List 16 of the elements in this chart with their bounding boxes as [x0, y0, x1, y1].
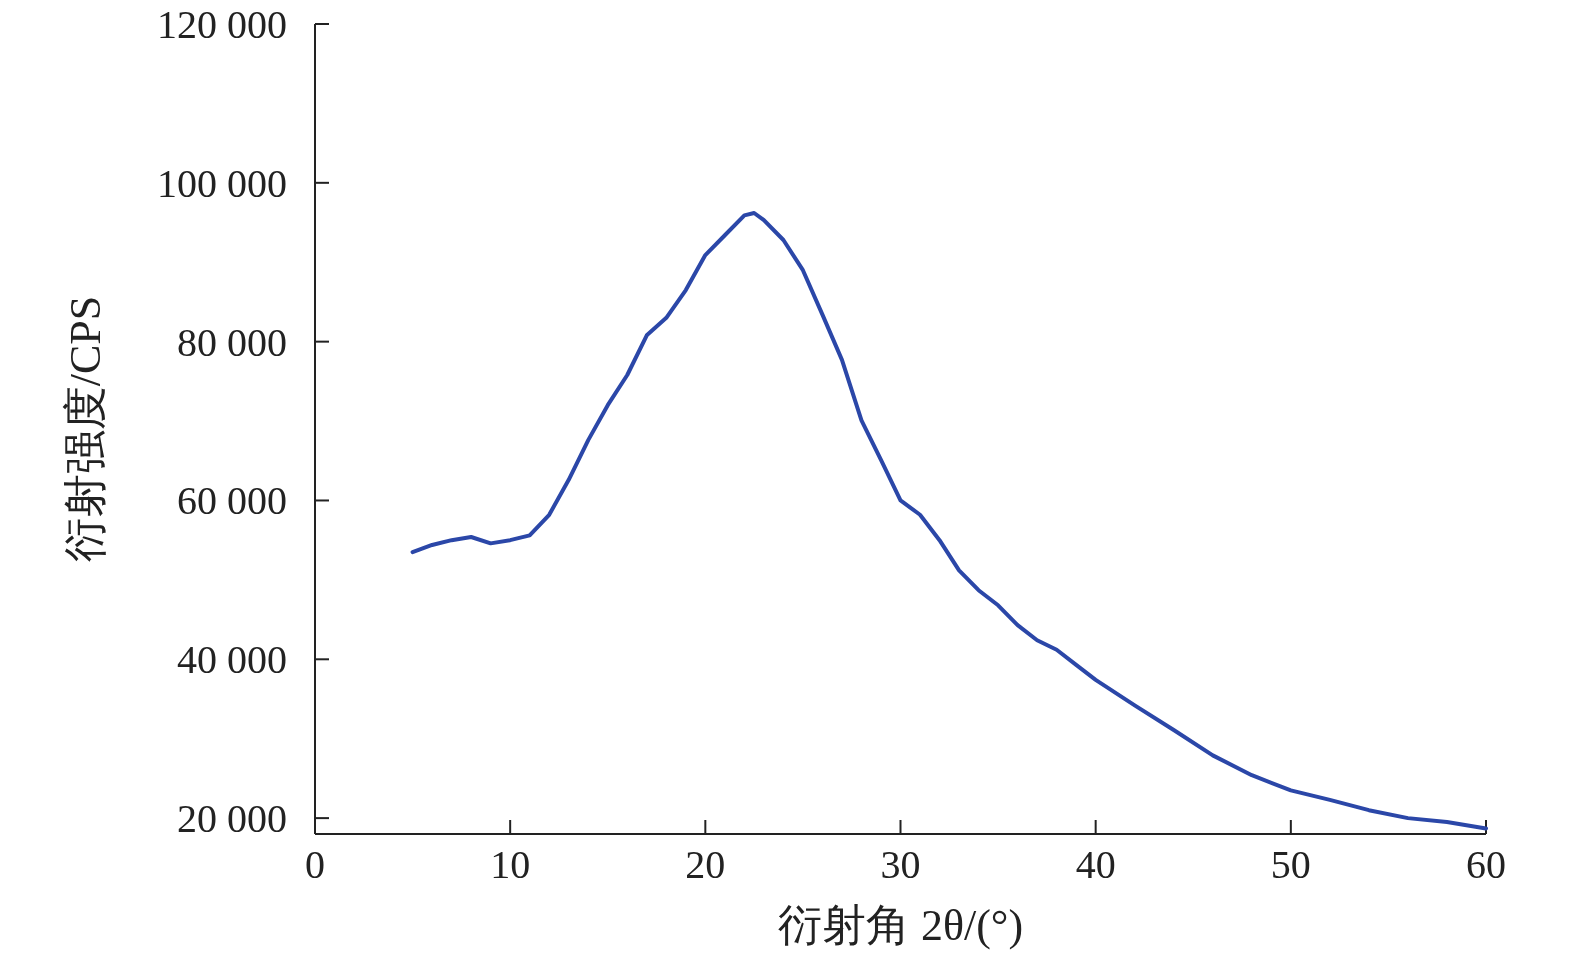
line-series: [410, 211, 1488, 831]
x-tick-label: 10: [490, 842, 531, 887]
y-tick-label: 40 000: [177, 637, 287, 683]
y-tick-label: 120 000: [157, 2, 287, 47]
x-tick-label: 40: [1075, 842, 1116, 887]
y-axis-title: 衍射强度/CPS: [61, 295, 110, 563]
y-tick-label: 100 000: [157, 160, 287, 206]
y-tick-label: 80 000: [177, 319, 287, 365]
y-tick-label: 60 000: [177, 478, 287, 524]
x-tick-label: 20: [685, 842, 726, 887]
x-tick-label: 30: [880, 842, 921, 887]
y-tick-label: 20 000: [177, 796, 287, 842]
x-tick-label: 50: [1270, 842, 1311, 887]
x-axis-title: 衍射角 2θ/(°): [777, 901, 1024, 950]
x-tick-label: 0: [305, 842, 325, 887]
x-tick-label: 60: [1466, 842, 1506, 887]
